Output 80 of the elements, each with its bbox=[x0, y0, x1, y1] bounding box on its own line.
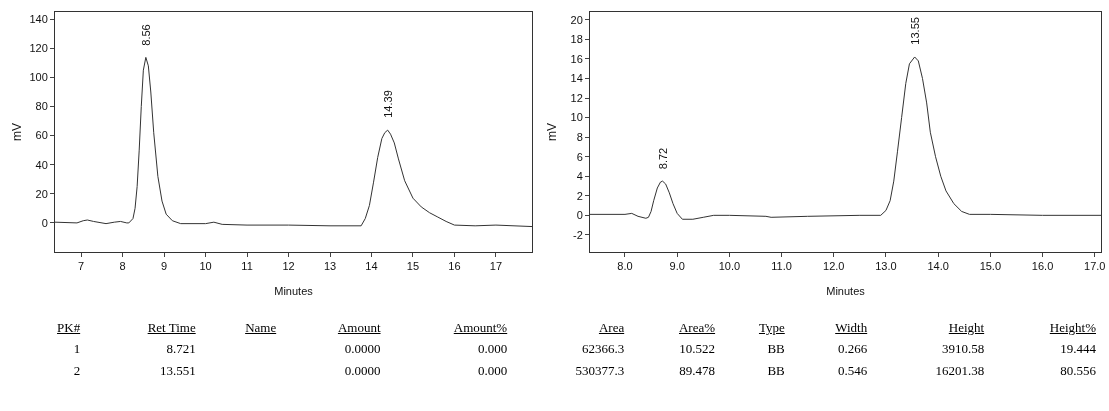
text: Area bbox=[597, 319, 626, 337]
y-tick-label: 8 bbox=[576, 130, 583, 143]
y-tick-label: 16 bbox=[570, 52, 583, 65]
y-tick-label: 4 bbox=[576, 170, 583, 183]
y-tick-label: 14 bbox=[570, 72, 583, 85]
text: 16201.38 bbox=[934, 362, 986, 380]
x-tick-label: 10 bbox=[199, 260, 212, 273]
y-tick-label: 2 bbox=[576, 189, 583, 202]
x-tick-label: 9.0 bbox=[669, 260, 685, 273]
x-tick-label: 16.0 bbox=[1031, 260, 1054, 273]
x-tick-label: 12.0 bbox=[823, 260, 845, 273]
text: PK# bbox=[56, 319, 82, 337]
x-tick-label: 11.0 bbox=[771, 260, 792, 273]
text: 530377.3 bbox=[574, 362, 626, 380]
text: 62366.3 bbox=[580, 340, 626, 358]
y-tick-label: 40 bbox=[35, 158, 48, 171]
x-tick-label: 13.0 bbox=[875, 260, 897, 273]
text: Amount% bbox=[452, 319, 509, 337]
y-tick-label: 10 bbox=[570, 111, 583, 124]
x-tick-label: 13 bbox=[323, 260, 337, 273]
y-tick-label: 60 bbox=[35, 129, 48, 142]
x-tick-label: 10.0 bbox=[718, 260, 741, 273]
x-tick-label: 11 bbox=[241, 260, 253, 273]
annotation: 8.56 bbox=[139, 24, 152, 46]
x-tick-label: 15 bbox=[406, 260, 420, 273]
text: Ret Time bbox=[146, 319, 197, 337]
text: 13.551 bbox=[158, 362, 197, 380]
text: 0.000 bbox=[476, 362, 509, 380]
y-tick-label: 0 bbox=[41, 216, 48, 229]
text: 0.266 bbox=[836, 340, 869, 358]
text: 0.546 bbox=[836, 362, 869, 380]
x-tick-label: 17.0 bbox=[1084, 260, 1106, 273]
text: 10.522 bbox=[678, 340, 717, 358]
x-tick-label: 16 bbox=[448, 260, 461, 273]
x-tick-label: 8 bbox=[119, 260, 126, 273]
x-tick-label: 15.0 bbox=[979, 260, 1002, 273]
text: 19.444 bbox=[1059, 340, 1097, 358]
text: Type bbox=[757, 319, 786, 337]
y-tick-label: 0 bbox=[576, 209, 583, 222]
y-tick-label: 80 bbox=[35, 100, 48, 113]
annotation: 13.55 bbox=[908, 17, 921, 45]
y-tick-label: 120 bbox=[29, 42, 48, 55]
x-tick-label: 14.0 bbox=[927, 260, 949, 273]
text: BB bbox=[766, 340, 786, 358]
text: 2 bbox=[72, 362, 82, 380]
y-tick-label: 20 bbox=[570, 13, 583, 26]
y-axis-title: mV bbox=[545, 123, 559, 141]
text: 0.0000 bbox=[343, 340, 382, 358]
x-tick-label: 17 bbox=[489, 260, 503, 273]
x-tick-label: 12 bbox=[282, 260, 295, 273]
text: Area% bbox=[678, 319, 717, 337]
text: Height bbox=[947, 319, 986, 337]
x-tick-label: 8.0 bbox=[617, 260, 633, 273]
annotation: 8.72 bbox=[656, 147, 669, 170]
text: BB bbox=[766, 362, 786, 380]
y-tick-label: 100 bbox=[29, 71, 48, 84]
y-axis-title: mV bbox=[10, 123, 24, 141]
text: Name bbox=[244, 319, 278, 337]
y-tick-label: 140 bbox=[29, 13, 48, 26]
text: 0.0000 bbox=[343, 362, 382, 380]
text: 8.721 bbox=[165, 340, 197, 358]
text: 80.556 bbox=[1059, 362, 1097, 380]
y-tick-label: 18 bbox=[570, 33, 583, 46]
x-axis-title: Minutes bbox=[826, 285, 866, 297]
text: Width bbox=[834, 319, 869, 337]
text: 3910.58 bbox=[940, 340, 986, 358]
y-tick-label: 12 bbox=[570, 91, 583, 104]
text: 89.478 bbox=[678, 362, 717, 380]
y-tick-label: 20 bbox=[35, 187, 48, 200]
annotation: 14.39 bbox=[381, 90, 394, 118]
text: Amount bbox=[336, 319, 382, 337]
text: 1 bbox=[72, 340, 82, 358]
y-tick-label: -2 bbox=[573, 228, 583, 241]
text: Height% bbox=[1048, 319, 1097, 337]
x-tick-label: 9 bbox=[161, 260, 168, 273]
x-tick-label: 7 bbox=[78, 260, 85, 273]
x-tick-label: 14 bbox=[365, 260, 378, 273]
y-tick-label: 6 bbox=[576, 150, 583, 163]
text: 0.000 bbox=[476, 340, 509, 358]
x-axis-title: Minutes bbox=[274, 285, 314, 297]
